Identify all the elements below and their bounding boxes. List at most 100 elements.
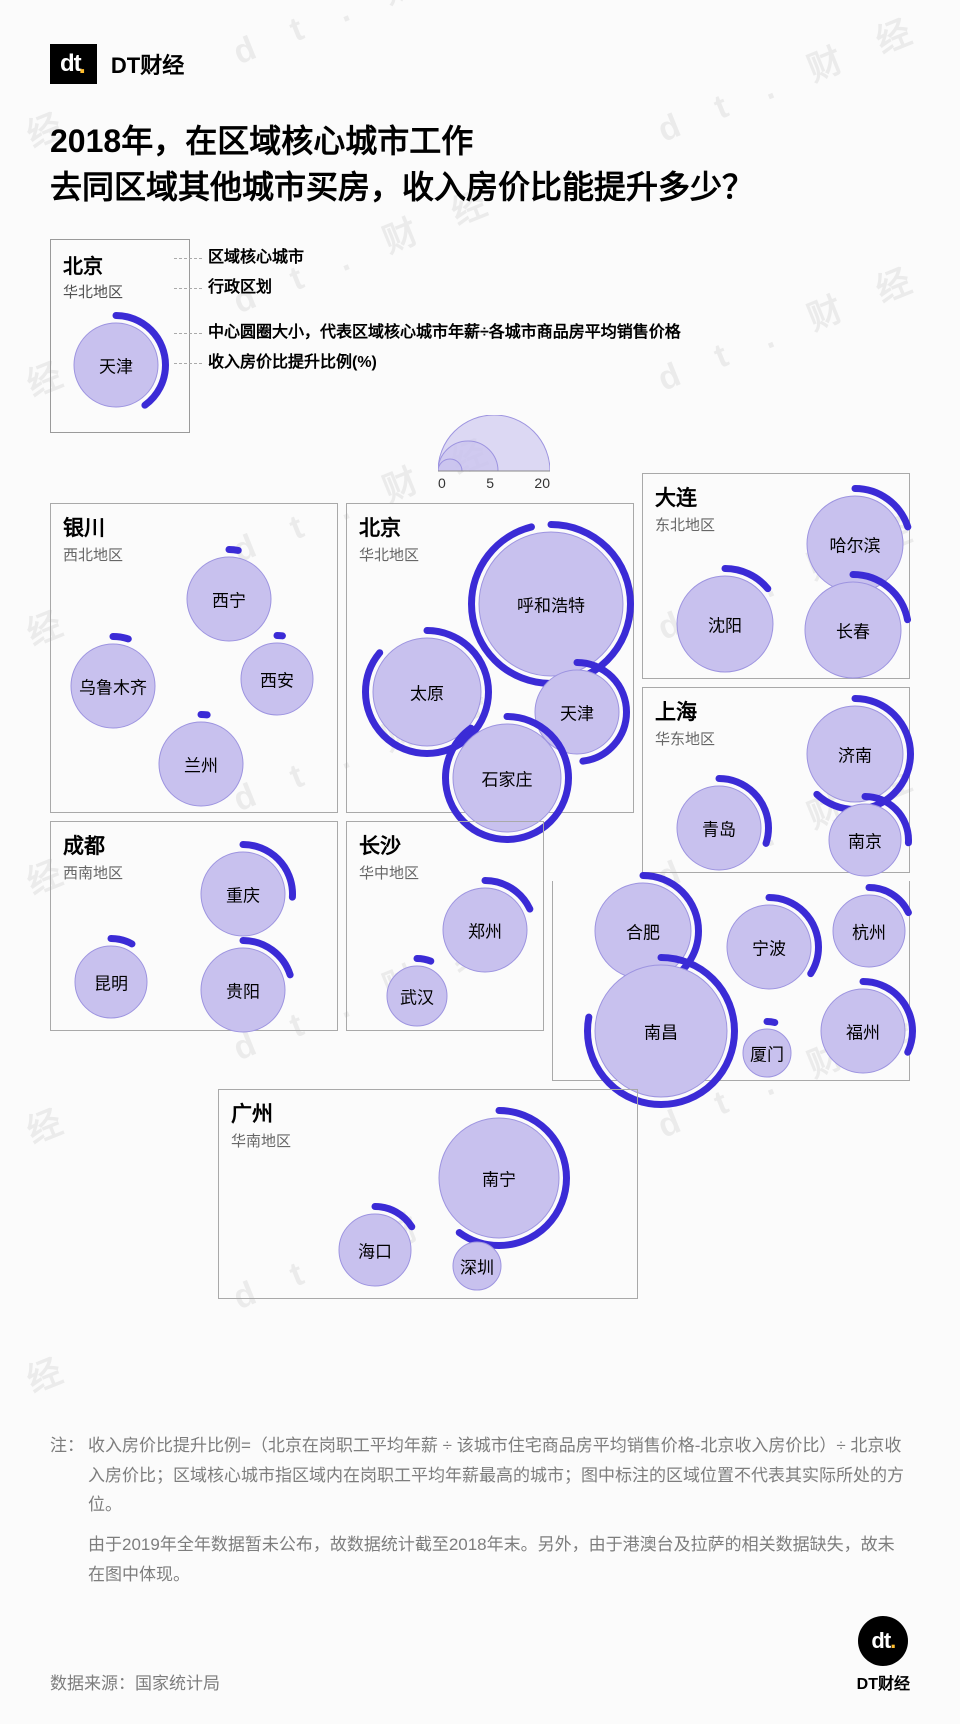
city-bubble: 武汉: [376, 955, 458, 1037]
note-label: 注：: [50, 1431, 84, 1520]
scale-tick: 20: [534, 475, 550, 491]
brand-header: dt. DT财经: [50, 44, 910, 84]
region-label: 华南地区: [231, 1130, 291, 1151]
city-bubble-label: 石家庄: [482, 765, 533, 790]
region-label: 东北地区: [655, 514, 715, 535]
city-bubble-label: 南昌: [644, 1018, 678, 1043]
legend-explain-arc: 收入房价比提升比例(%): [208, 348, 377, 378]
city-bubble: 南昌: [584, 954, 738, 1108]
city-bubble: 海口: [328, 1203, 422, 1297]
brand-name: DT财经: [111, 48, 184, 80]
note-body-1: 收入房价比提升比例=（北京在岗职工平均年薪 ÷ 该城市住宅商品房平均销售价格-北…: [88, 1431, 910, 1520]
city-bubble: 青岛: [666, 775, 772, 881]
region-label: 西南地区: [63, 862, 123, 883]
city-bubble-label: 南京: [848, 827, 882, 852]
city-bubble-label: 长春: [836, 617, 870, 642]
city-bubble-label: 合肥: [626, 918, 660, 943]
city-bubble-label: 西宁: [212, 586, 246, 611]
note-body-2: 由于2019年全年数据暂未公布，故数据统计截至2018年末。另外，由于港澳台及拉…: [88, 1530, 910, 1590]
city-bubble: 兰州: [148, 711, 254, 817]
city-bubble-label: 厦门: [750, 1040, 784, 1065]
city-bubble: 贵阳: [190, 937, 296, 1043]
city-bubble-label: 郑州: [468, 917, 502, 942]
legend-explain-hub: 区域核心城市: [208, 243, 304, 273]
city-bubble-label: 济南: [838, 741, 872, 766]
region-box-guangzhou: 广州华南地区南宁海口深圳: [218, 1089, 638, 1299]
city-bubble-label: 武汉: [400, 983, 434, 1008]
city-bubble-label: 昆明: [94, 969, 128, 994]
city-bubble-label: 福州: [846, 1018, 880, 1043]
region-box-shanghai-ext: 合肥宁波 杭州南昌 福州厦门: [552, 881, 910, 1081]
region-label: 华中地区: [359, 862, 419, 883]
city-bubble: 昆明: [64, 935, 158, 1029]
city-bubble-label: 南宁: [482, 1165, 516, 1190]
region-label: 西北地区: [63, 544, 123, 565]
page: dt.财经 dt.财经 dt.财经 dt.财经 dt.财经 dt.财经 dt.财…: [0, 0, 960, 1724]
city-bubble: 天津: [63, 312, 169, 418]
footer-notes: 注： 收入房价比提升比例=（北京在岗职工平均年薪 ÷ 该城市住宅商品房平均销售价…: [50, 1431, 910, 1590]
scale-legend: 0 5 20: [438, 415, 550, 491]
region-hub: 长沙: [359, 830, 419, 860]
city-bubble-label: 杭州: [852, 918, 886, 943]
region-hub: 广州: [231, 1098, 291, 1128]
region-hub: 银川: [63, 512, 123, 542]
footer-logo-badge: dt.: [858, 1616, 908, 1666]
legend-explain: 区域核心城市 行政区划 中心圆圈大小，代表区域核心城市年薪÷各城市商品房平均销售…: [208, 239, 685, 379]
region-box-beijing: 北京华北地区呼和浩特太原天津石家庄: [346, 503, 634, 813]
city-bubble-label: 哈尔滨: [830, 531, 881, 556]
city-bubble: 厦门: [732, 1018, 802, 1088]
brand-logo-badge: dt.: [50, 44, 97, 84]
region-hub: 大连: [655, 482, 715, 512]
city-bubble-label: 兰州: [184, 751, 218, 776]
scale-tick: 5: [486, 475, 494, 491]
legend-card: 北京 华北地区 天津: [50, 239, 190, 433]
source-label: 数据来源：: [50, 1674, 135, 1693]
footer-row: 数据来源：国家统计局 dt. DT财经: [50, 1616, 910, 1694]
headline-line1: 2018年，在区域核心城市工作: [50, 123, 473, 159]
city-bubble: 南京: [818, 793, 912, 887]
city-bubble-label: 深圳: [460, 1253, 494, 1278]
city-bubble-label: 乌鲁木齐: [79, 673, 147, 698]
source-value: 国家统计局: [135, 1674, 220, 1693]
region-box-chengdu: 成都西南地区重庆昆明 贵阳: [50, 821, 338, 1031]
city-bubble-label: 西安: [260, 666, 294, 691]
scale-tick: 0: [438, 475, 446, 491]
legend-region-name: 华北地区: [63, 281, 177, 302]
data-source: 数据来源：国家统计局: [50, 1669, 220, 1694]
city-bubble: 南宁: [428, 1107, 570, 1249]
city-bubble-label: 重庆: [226, 881, 260, 906]
region-label: 华东地区: [655, 728, 715, 749]
region-box-yinchuan: 银川西北地区西宁乌鲁木齐 西安兰州: [50, 503, 338, 813]
city-bubble-label: 天津: [99, 352, 133, 377]
region-hub: 成都: [63, 830, 123, 860]
region-hub: 北京: [359, 512, 419, 542]
headline: 2018年，在区域核心城市工作 去同区域其他城市买房，收入房价比能提升多少？: [50, 118, 910, 211]
city-bubble-label: 太原: [410, 679, 444, 704]
footer-logo-name: DT财经: [857, 1670, 910, 1694]
chart-area: 0520 银川西北地区西宁乌鲁木齐西安兰州北京华北地区呼和浩特太原天津石家庄大连…: [50, 473, 910, 1393]
headline-line2: 去同区域其他城市买房，收入房价比能提升多少？: [50, 169, 754, 205]
region-box-dalian: 大连东北地区哈尔滨沈阳 长春: [642, 473, 910, 679]
city-bubble-label: 海口: [358, 1237, 392, 1262]
city-bubble: 沈阳: [666, 565, 784, 683]
legend-explain-region: 行政区划: [208, 273, 272, 303]
city-bubble-label: 宁波: [752, 934, 786, 959]
region-label: 华北地区: [359, 544, 419, 565]
city-bubble: 深圳: [442, 1231, 512, 1301]
region-hub: 上海: [655, 696, 715, 726]
city-bubble: 福州: [810, 978, 916, 1084]
city-bubble: 长春: [794, 571, 912, 689]
legend-bubble: 天津: [63, 312, 177, 418]
city-bubble-label: 沈阳: [708, 611, 742, 636]
city-bubble-label: 青岛: [702, 815, 736, 840]
region-box-changsha: 长沙华中地区郑州武汉: [346, 821, 544, 1031]
city-bubble: 重庆: [190, 841, 296, 947]
brand-logo-text: dt: [60, 52, 81, 76]
city-bubble-label: 呼和浩特: [517, 591, 585, 616]
footer-logo: dt. DT财经: [857, 1616, 910, 1694]
legend-hub-name: 北京: [63, 250, 177, 279]
city-bubble-label: 贵阳: [226, 977, 260, 1002]
legend-explain-size: 中心圆圈大小，代表区域核心城市年薪÷各城市商品房平均销售价格: [208, 318, 681, 348]
legend: 北京 华北地区 天津 区域核心城市 行政区划 中心圆圈大小，代表区域核心城市年薪…: [50, 239, 910, 433]
city-bubble: 杭州: [822, 884, 916, 978]
